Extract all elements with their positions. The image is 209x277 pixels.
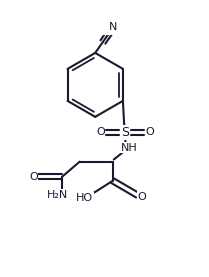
Text: HO: HO [76, 193, 93, 203]
Text: O: O [137, 192, 146, 202]
Text: N: N [109, 22, 117, 32]
Text: S: S [121, 126, 129, 139]
Text: O: O [145, 127, 154, 137]
Text: O: O [96, 127, 105, 137]
Text: O: O [29, 172, 38, 182]
Text: H₂N: H₂N [47, 189, 68, 200]
Text: NH: NH [121, 143, 138, 153]
